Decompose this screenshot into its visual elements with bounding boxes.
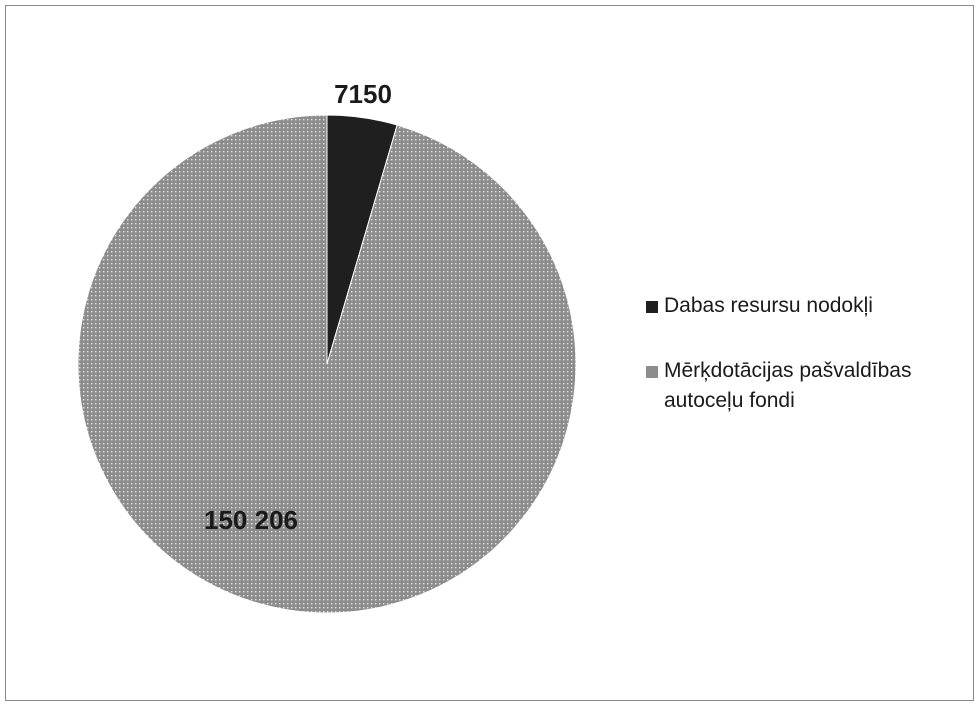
- data-label-merkdotacijas-pasvaldibas-autocelu-fondi: 150 206: [204, 505, 298, 535]
- legend-swatch-dabas-resursu-nodokli: [646, 301, 658, 313]
- pie-slice-merkdotacijas-pasvaldibas-autocelu-fondi: [77, 114, 577, 614]
- legend-label-dabas-resursu-nodokli: Dabas resursu nodokļi: [664, 294, 873, 317]
- legend-entry-merkdotacijas: Mērķdotācijas pašvaldības autoceļu fondi: [646, 356, 973, 416]
- pie-data-labels: 7150 150 206: [204, 79, 392, 535]
- legend-swatch-merkdotacijas: [646, 366, 658, 378]
- data-label-dabas-resursu-nodokli: 7150: [334, 79, 392, 109]
- pie-slices: [77, 114, 577, 614]
- legend: Dabas resursu nodokļi Mērķdotācijas pašv…: [646, 291, 973, 451]
- chart-area: 7150 150 206 Dabas resursu nodokļi Mērķdo…: [5, 5, 974, 701]
- legend-label-merkdotacijas: Mērķdotācijas pašvaldības autoceļu fondi: [664, 359, 912, 412]
- legend-entry-dabas-resursu-nodokli: Dabas resursu nodokļi: [646, 291, 973, 321]
- pie-chart: 7150 150 206: [77, 79, 577, 614]
